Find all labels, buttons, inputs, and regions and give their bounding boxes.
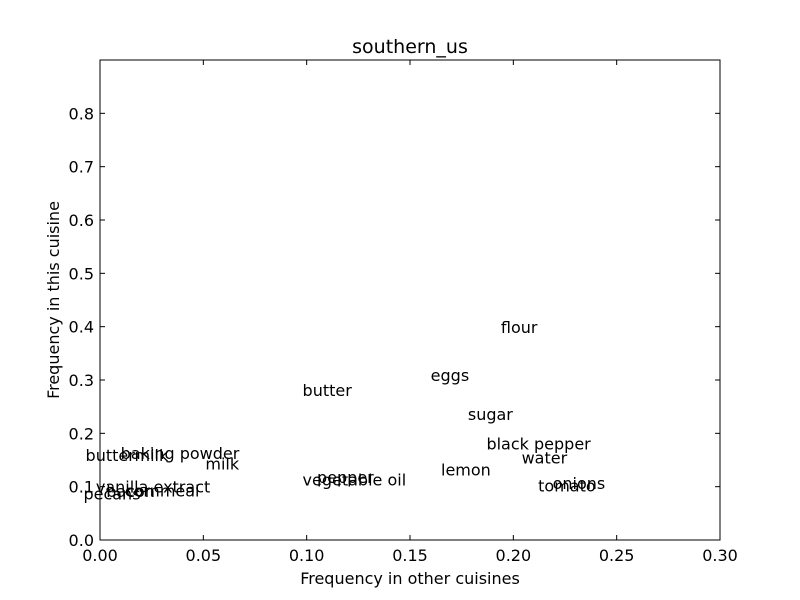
point-label: pecans (83, 484, 140, 503)
point-label: lemon (441, 460, 491, 479)
point-label: sugar (468, 405, 513, 424)
x-tick-label: 0.00 (82, 546, 118, 565)
plot-area (99, 59, 721, 541)
point-label: water (522, 449, 568, 468)
x-axis-title: Frequency in other cuisines (300, 569, 520, 588)
y-tick-label: 0.3 (69, 371, 94, 390)
y-tick-label: 0.6 (69, 211, 94, 230)
point-label: tomato (538, 476, 596, 495)
axis-ticks: 0.00 0.05 0.10 0.15 0.20 0.25 0.30 0.0 0.1 0.2 0.3… (69, 60, 738, 565)
point-label: bacon (106, 482, 155, 501)
point-label: pepper (317, 468, 374, 487)
y-tick-label: 0.4 (69, 318, 94, 337)
x-tick-label: 0.25 (599, 546, 635, 565)
y-tick-label: 0.2 (69, 424, 94, 443)
point-label: butter (303, 381, 353, 400)
point-label: vanilla extract (96, 478, 210, 497)
x-tick-label: 0.10 (289, 546, 325, 565)
point-label: black pepper (486, 434, 591, 453)
x-tick-label: 0.15 (392, 546, 428, 565)
x-tick-label: 0.05 (186, 546, 222, 565)
point-label: onions (553, 474, 606, 493)
y-axis-title: Frequency in this cuisine (44, 201, 63, 399)
point-label: flour (501, 318, 538, 337)
x-tick-label: 0.20 (496, 546, 532, 565)
y-tick-label: 0.7 (69, 158, 94, 177)
point-label: milk (205, 455, 239, 474)
point-label: baking powder (121, 444, 240, 463)
y-tick-label: 0.5 (69, 264, 94, 283)
y-tick-label: 0.1 (69, 478, 94, 497)
chart-title: southern_us (352, 36, 468, 58)
y-tick-label: 0.8 (69, 104, 94, 123)
y-tick-label: 0.0 (69, 531, 94, 550)
point-label: buttermilk (86, 446, 169, 465)
point-label: cornmeal (125, 481, 200, 500)
x-tick-label: 0.30 (702, 546, 738, 565)
point-label: eggs (431, 366, 470, 385)
point-label: vegetable oil (303, 471, 407, 490)
